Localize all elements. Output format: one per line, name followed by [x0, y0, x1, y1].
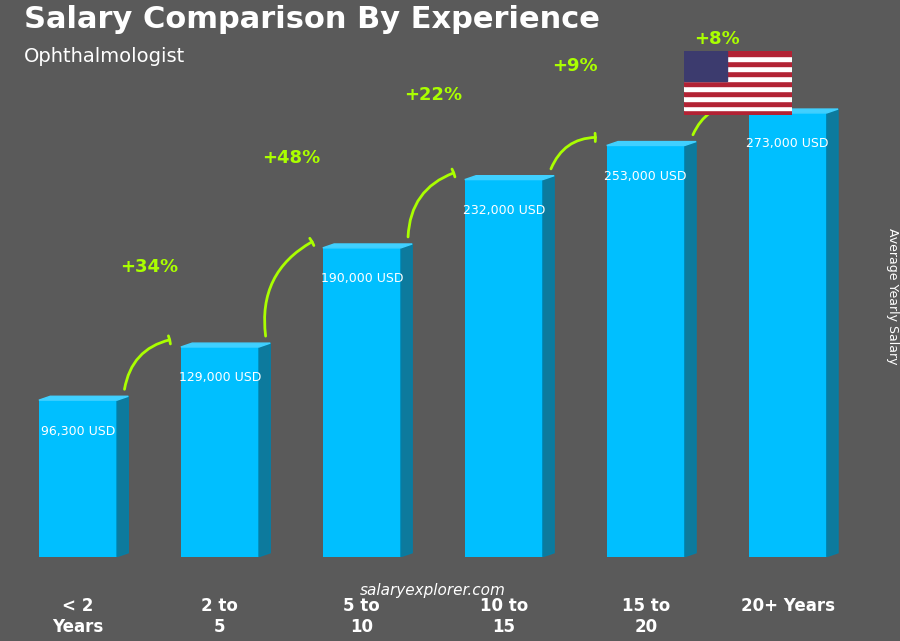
Polygon shape	[685, 142, 696, 556]
Bar	[684, 81, 792, 86]
Bar	[684, 51, 727, 81]
FancyBboxPatch shape	[323, 248, 400, 556]
Polygon shape	[323, 244, 412, 248]
Text: Salary Comparison By Experience: Salary Comparison By Experience	[24, 5, 600, 35]
Text: +34%: +34%	[120, 258, 178, 276]
Text: 96,300 USD: 96,300 USD	[40, 424, 115, 438]
Polygon shape	[117, 396, 129, 556]
Text: 5 to
10: 5 to 10	[344, 597, 380, 636]
FancyBboxPatch shape	[39, 400, 117, 556]
Bar	[684, 76, 792, 81]
Text: 15 to
20: 15 to 20	[622, 597, 670, 636]
FancyBboxPatch shape	[749, 113, 827, 556]
Polygon shape	[259, 343, 270, 556]
Polygon shape	[181, 343, 270, 347]
Text: +9%: +9%	[552, 57, 598, 75]
Text: 129,000 USD: 129,000 USD	[179, 371, 261, 385]
Text: +8%: +8%	[694, 29, 740, 47]
Bar	[684, 51, 792, 56]
Polygon shape	[464, 176, 554, 179]
FancyBboxPatch shape	[607, 146, 685, 556]
Text: 273,000 USD: 273,000 USD	[746, 137, 829, 151]
Polygon shape	[543, 176, 554, 556]
Bar	[684, 61, 792, 66]
Text: 20+ Years: 20+ Years	[741, 597, 834, 615]
FancyBboxPatch shape	[464, 179, 543, 556]
FancyBboxPatch shape	[181, 347, 259, 556]
Bar	[684, 110, 792, 115]
Text: 10 to
15: 10 to 15	[480, 597, 528, 636]
Text: +48%: +48%	[262, 149, 320, 167]
Text: 253,000 USD: 253,000 USD	[605, 170, 687, 183]
Polygon shape	[749, 109, 838, 113]
Text: 2 to
5: 2 to 5	[202, 597, 238, 636]
Bar	[684, 86, 792, 91]
Polygon shape	[607, 142, 696, 146]
Bar	[684, 96, 792, 101]
Text: < 2
Years: < 2 Years	[52, 597, 104, 636]
Polygon shape	[400, 244, 412, 556]
Bar	[684, 101, 792, 106]
Polygon shape	[39, 396, 129, 400]
Bar	[684, 56, 792, 61]
Text: +22%: +22%	[404, 86, 462, 104]
Text: Ophthalmologist: Ophthalmologist	[24, 47, 185, 66]
Text: 232,000 USD: 232,000 USD	[463, 204, 545, 217]
Text: 190,000 USD: 190,000 USD	[320, 272, 403, 285]
Bar	[684, 91, 792, 96]
Polygon shape	[827, 109, 838, 556]
Bar	[684, 66, 792, 71]
Bar	[684, 71, 792, 76]
Text: salaryexplorer.com: salaryexplorer.com	[360, 583, 506, 598]
Text: Average Yearly Salary: Average Yearly Salary	[886, 228, 899, 365]
Bar	[684, 106, 792, 110]
